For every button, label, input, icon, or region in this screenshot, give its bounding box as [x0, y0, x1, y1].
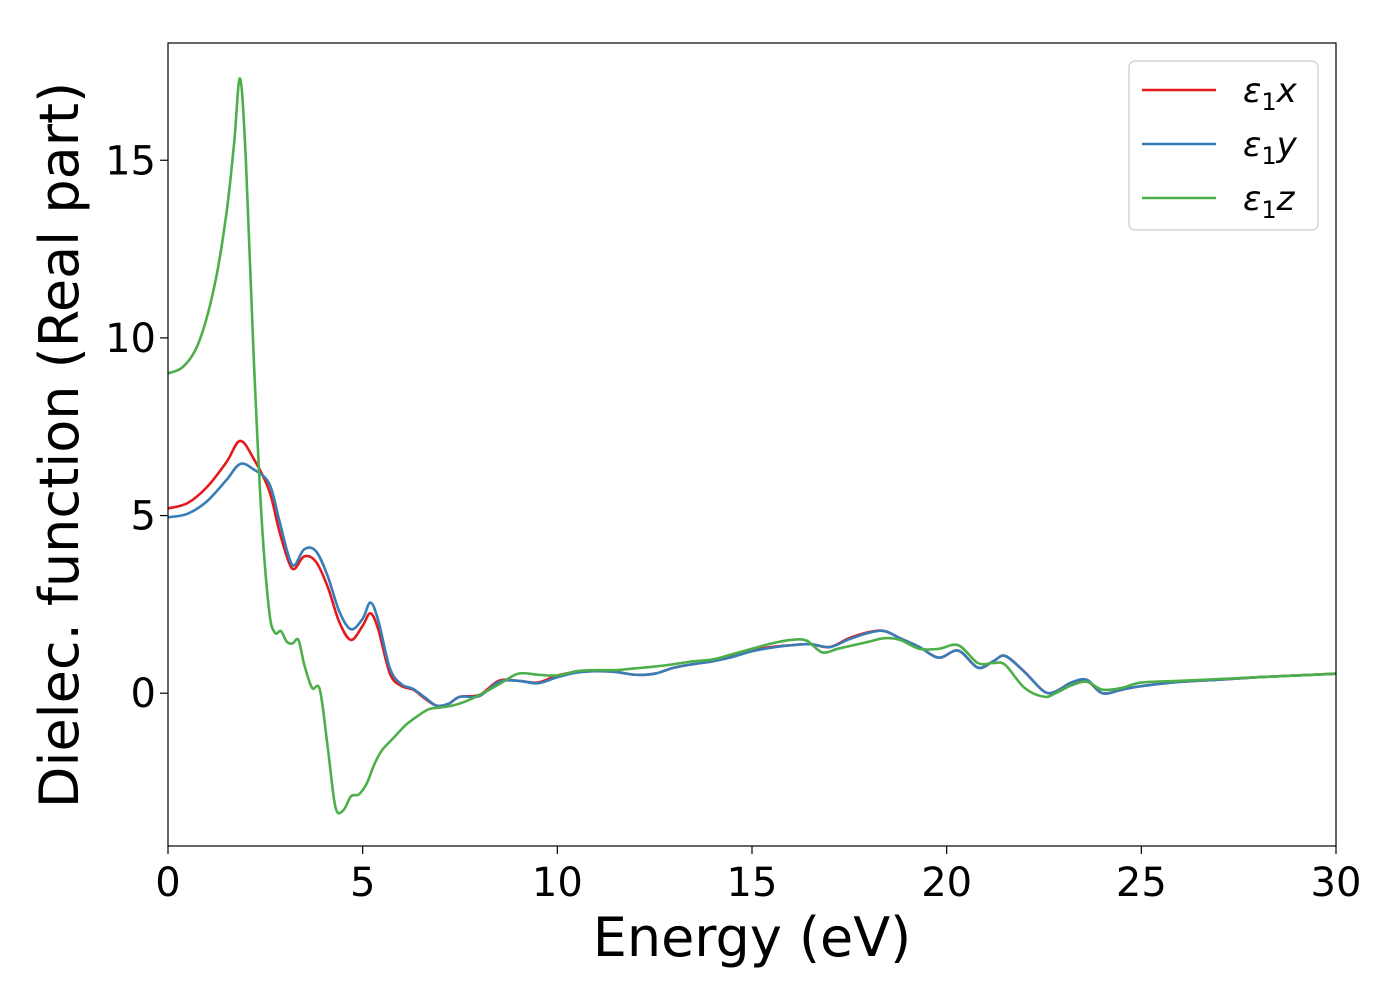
- x-axis: 0 5 10 15 20 25 30: [155, 846, 1361, 906]
- x-axis-label: Energy (eV): [593, 906, 912, 969]
- y-axis-label: Dielec. function (Real part): [28, 82, 91, 808]
- y-tick-label: 15: [105, 138, 156, 184]
- x-tick-label: 15: [727, 860, 778, 906]
- y-tick-label: 5: [131, 494, 156, 540]
- legend-label-component: x: [1276, 71, 1298, 111]
- y-tick-label: 0: [131, 671, 156, 717]
- legend-label-subscript: 1: [1261, 88, 1276, 116]
- legend-label-symbol: ε: [1243, 71, 1261, 111]
- legend-label-symbol: ε: [1243, 125, 1261, 165]
- x-tick-label: 20: [921, 860, 972, 906]
- x-tick-label: 5: [350, 860, 375, 906]
- y-axis: 0 5 10 15: [105, 138, 168, 717]
- plot-area: [167, 42, 1337, 847]
- legend-label-0: ε1x: [1243, 71, 1298, 116]
- legend-label-subscript: 1: [1261, 196, 1276, 224]
- series-layer: [168, 77, 1336, 815]
- legend-label-1: ε1y: [1243, 125, 1298, 170]
- x-tick-label: 30: [1311, 860, 1362, 906]
- series-line-2: [168, 77, 1336, 815]
- legend-label-symbol: ε: [1243, 179, 1261, 219]
- x-tick-label: 25: [1116, 860, 1167, 906]
- legend-frame: [1128, 60, 1319, 231]
- series-line-1: [168, 462, 1336, 708]
- legend-label-subscript: 1: [1261, 142, 1276, 170]
- y-tick-label: 10: [105, 316, 156, 362]
- legend-label-component: y: [1276, 125, 1298, 165]
- legend-label-2: ε1z: [1243, 179, 1296, 224]
- x-tick-label: 10: [532, 860, 583, 906]
- legend-label-component: z: [1276, 179, 1296, 219]
- x-tick-label: 0: [155, 860, 180, 906]
